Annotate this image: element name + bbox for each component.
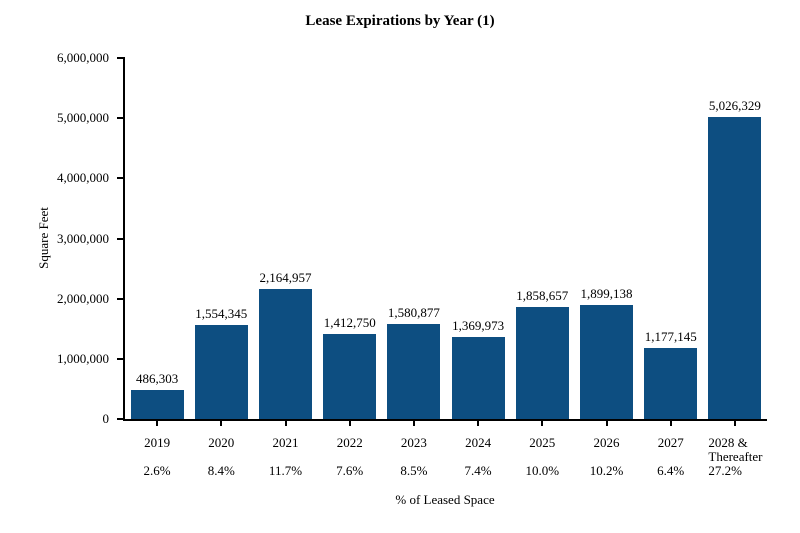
bar-value-label: 1,412,750 bbox=[323, 315, 376, 330]
bar bbox=[644, 348, 698, 419]
x-axis-tick bbox=[284, 421, 287, 426]
bar-value-label: 1,858,657 bbox=[516, 288, 569, 304]
y-tick-label: 2,000,000 bbox=[57, 290, 109, 306]
bar-value-label: 5,026,329 bbox=[708, 97, 761, 113]
y-tick-label: 1,000,000 bbox=[57, 350, 109, 366]
x-category-label: 2026 bbox=[593, 435, 620, 450]
x-axis-tick bbox=[669, 421, 672, 426]
x-category-label: 2028 & Thereafter bbox=[708, 435, 763, 464]
y-axis-tick bbox=[117, 237, 125, 240]
bar bbox=[708, 116, 762, 419]
x-category-label: 2020 bbox=[208, 435, 235, 450]
y-tick-label: 0 bbox=[102, 411, 110, 426]
bar-value-label: 1,554,345 bbox=[195, 306, 248, 322]
x-axis-tick bbox=[605, 421, 608, 426]
x-category-label: 2024 bbox=[465, 435, 492, 450]
x-category-label: 2025 bbox=[529, 435, 556, 450]
y-axis-tick bbox=[117, 357, 125, 360]
bar bbox=[194, 325, 248, 419]
bar-value-label: 1,899,138 bbox=[580, 285, 633, 301]
bar-value-label: 1,580,877 bbox=[387, 304, 440, 320]
bar bbox=[259, 288, 312, 419]
x-percent-label: 27.2% bbox=[708, 463, 742, 478]
y-tick-label: 4,000,000 bbox=[57, 170, 109, 186]
y-axis-tick bbox=[117, 117, 125, 120]
x-percent-label: 2.6% bbox=[143, 463, 171, 478]
bar bbox=[451, 336, 505, 419]
x-category-label: 2019 bbox=[144, 435, 171, 450]
bar bbox=[130, 389, 184, 419]
y-tick-label: 6,000,000 bbox=[57, 50, 109, 65]
y-tick-label: 3,000,000 bbox=[57, 230, 109, 246]
bar bbox=[387, 323, 441, 419]
x-axis-tick bbox=[412, 421, 415, 426]
bar bbox=[323, 334, 377, 419]
x-category-label: 2023 bbox=[400, 435, 427, 450]
y-axis-tick bbox=[117, 57, 125, 59]
bar-value-label: 2,164,957 bbox=[259, 269, 312, 285]
x-axis-tick bbox=[348, 421, 351, 426]
x-axis-tick bbox=[733, 421, 736, 426]
x-percent-label: 10.0% bbox=[525, 463, 560, 478]
y-tick-label: 5,000,000 bbox=[57, 110, 109, 126]
x-category-label: 2021 bbox=[272, 435, 299, 450]
x-percent-label: 7.4% bbox=[464, 463, 492, 478]
bar-value-label: 1,369,973 bbox=[452, 317, 505, 333]
x-percent-label: 10.2% bbox=[589, 463, 624, 478]
y-axis-tick bbox=[117, 297, 125, 300]
x-percent-label: 7.6% bbox=[336, 463, 364, 478]
x-category-label: 2022 bbox=[336, 435, 363, 450]
x-axis-tick bbox=[541, 421, 544, 426]
bar-value-label: 486,303 bbox=[135, 370, 179, 386]
x-percent-label: 6.4% bbox=[657, 463, 685, 478]
plot-area: 486,303 1,554,345 2,164,957 1,412,750 1,580,… bbox=[123, 58, 767, 421]
x-axis-tick bbox=[477, 421, 480, 426]
bar-value-label: 1,177,145 bbox=[644, 329, 697, 345]
x-percent-label: 8.5% bbox=[400, 463, 428, 478]
y-axis-tick bbox=[117, 418, 125, 420]
bar bbox=[580, 304, 633, 419]
chart-title: Lease Expirations by Year (1) bbox=[305, 13, 495, 29]
bar bbox=[515, 307, 569, 419]
x-axis-tick bbox=[156, 421, 159, 426]
x-category-label: 2027 bbox=[657, 435, 684, 450]
x-axis-tick bbox=[220, 421, 223, 426]
x-percent-label: 8.4% bbox=[207, 463, 235, 478]
y-axis-tick bbox=[117, 177, 125, 180]
x-percent-label: 11.7% bbox=[268, 463, 303, 478]
x-axis-label: % of Leased Space bbox=[395, 492, 495, 507]
